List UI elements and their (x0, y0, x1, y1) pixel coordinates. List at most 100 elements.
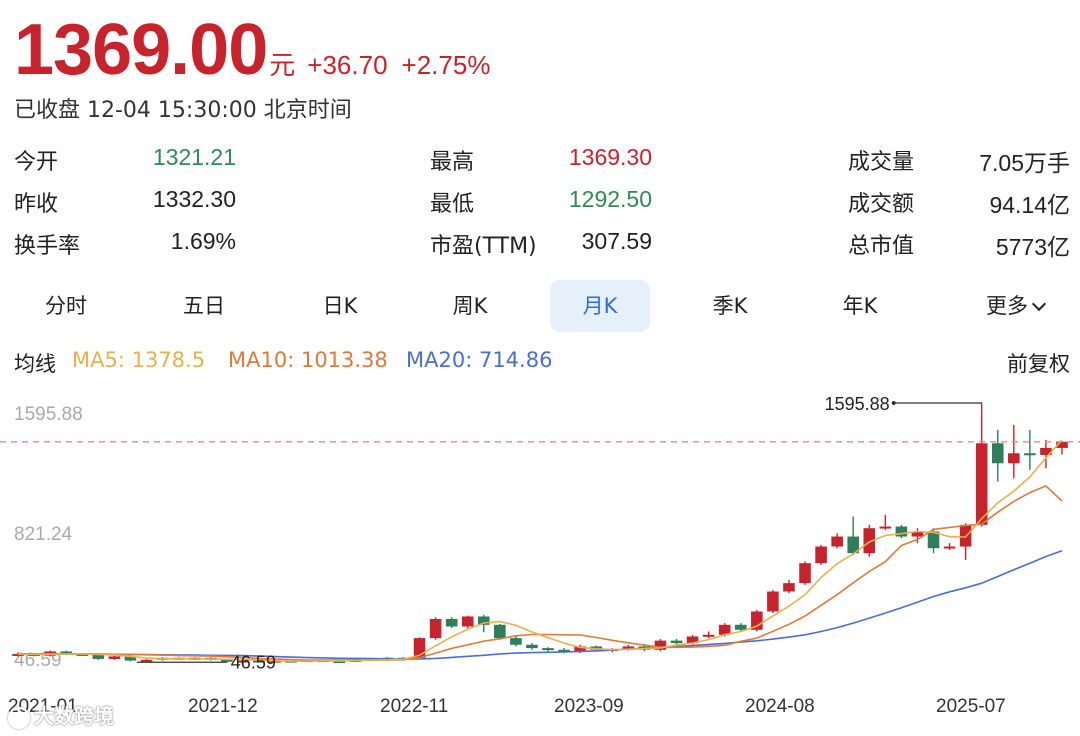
candle-body (108, 656, 121, 659)
candle-body (911, 531, 924, 537)
stats-row: 今开 1321.21 最高 1369.30 成交量 7.05万手 (14, 140, 1070, 182)
tab-quarterly-k[interactable]: 季K (712, 294, 748, 318)
tab-five-day[interactable]: 五日 (183, 294, 225, 318)
ma-legend-label: 均线 (14, 352, 56, 376)
period-tabs: 分时 五日 日K 周K 月K 季K 年K 更多 (0, 280, 1080, 332)
candle-body (461, 616, 474, 627)
candle-body (124, 656, 137, 661)
tab-more-label: 更多 (986, 294, 1028, 318)
ma5-line (17, 439, 1063, 662)
adjust-toggle[interactable]: 前复权 (1007, 352, 1070, 376)
ma10-value: MA10: 1013.38 (228, 348, 388, 372)
quote-header: 1369.00 元 +36.70 +2.75% (14, 14, 490, 86)
watermark-logo: 大数跨境 (8, 700, 114, 729)
stat-label: 成交量 (848, 150, 915, 175)
stat-label: 总市值 (848, 234, 915, 259)
tab-more[interactable]: 更多 (960, 280, 1070, 332)
tab-intraday[interactable]: 分时 (45, 294, 87, 318)
candle-body (975, 443, 988, 525)
candle-body (927, 531, 940, 549)
candle (1024, 429, 1036, 470)
candle (461, 615, 474, 629)
candle-body (60, 651, 72, 654)
stat-label: 今开 (14, 150, 59, 175)
candle-body (879, 526, 892, 529)
x-tick-label: 2023-09 (554, 696, 624, 717)
stat-label: 最低 (430, 192, 475, 217)
candle (670, 638, 683, 645)
ma5-value: MA5: 1378.5 (72, 348, 206, 372)
candle (1040, 439, 1052, 469)
price-change: +36.70 (307, 50, 388, 80)
candle-body (429, 618, 442, 639)
candle (429, 617, 442, 640)
stat-label: 换手率 (14, 234, 81, 259)
candle (767, 589, 779, 614)
tab-daily-k[interactable]: 日K (322, 294, 358, 318)
candle-body (702, 634, 715, 637)
candle-body (767, 591, 779, 612)
ma20-line (18, 549, 1063, 660)
candle-body (831, 536, 843, 547)
tab-weekly-k[interactable]: 周K (452, 294, 488, 318)
stats-row: 昨收 1332.30 最低 1292.50 成交额 94.14亿 (14, 182, 1070, 224)
stat-value: 307.59 (581, 228, 652, 254)
candle-body (494, 624, 506, 639)
candle-body (478, 616, 490, 625)
candle-body (943, 546, 956, 549)
candle (510, 636, 522, 647)
stat-label: 市盈(TTM) (430, 234, 537, 259)
candle-body (413, 638, 426, 659)
stat-value: 5773亿 (995, 234, 1070, 260)
candle-body (991, 443, 1004, 464)
price-change-percent: +2.75% (401, 50, 491, 80)
candle (542, 647, 554, 652)
tab-monthly-k[interactable]: 月K (550, 280, 650, 332)
candle-body (622, 646, 635, 649)
candle (815, 544, 827, 565)
candle (702, 631, 715, 639)
candle-body (92, 654, 105, 659)
candle-body (959, 524, 972, 547)
candle (494, 623, 506, 640)
price-unit: 元 (269, 51, 296, 81)
ma-legend: 均线 MA5: 1378.5 MA10: 1013.38 MA20: 714.8… (14, 348, 1070, 378)
candle-body (76, 653, 89, 656)
candle (751, 609, 763, 632)
stats-grid: 今开 1321.21 最高 1369.30 成交量 7.05万手 昨收 1332… (14, 140, 1070, 266)
candle (783, 579, 795, 594)
candle-body (863, 528, 876, 554)
kline-chart[interactable]: 1595.88 46.59 (0, 380, 1080, 696)
candle-body (1040, 447, 1052, 455)
candle-body (445, 618, 458, 627)
y-tick-label: 1595.88 (14, 404, 83, 425)
candle (863, 524, 876, 557)
candle-body (333, 661, 346, 664)
market-status: 已收盘 12-04 15:30:00 北京时间 (14, 98, 352, 123)
candle (108, 655, 121, 660)
candle (734, 623, 747, 632)
y-tick-label: 821.24 (14, 524, 73, 545)
low-marker-label: 46.59 (231, 652, 276, 672)
candle (1008, 424, 1020, 479)
candle (654, 638, 667, 652)
candle-body (542, 648, 554, 651)
current-price: 1369.00 (14, 10, 268, 90)
candle-body (847, 536, 859, 554)
candle (445, 617, 458, 629)
candle-body (815, 546, 827, 564)
candle (140, 658, 153, 662)
candle-body (221, 659, 233, 662)
stat-value: 1332.30 (152, 186, 236, 212)
candle-body (751, 611, 763, 630)
candle (526, 643, 538, 650)
stat-value: 1.69% (170, 228, 236, 254)
candle-body (1008, 453, 1020, 464)
candle-body (718, 624, 731, 635)
ma20-value: MA20: 714.86 (406, 348, 553, 372)
candle-body (895, 526, 908, 537)
high-marker-dot (891, 401, 896, 405)
tab-yearly-k[interactable]: 年K (842, 294, 878, 318)
candle (1056, 441, 1068, 455)
candle (991, 429, 1004, 482)
